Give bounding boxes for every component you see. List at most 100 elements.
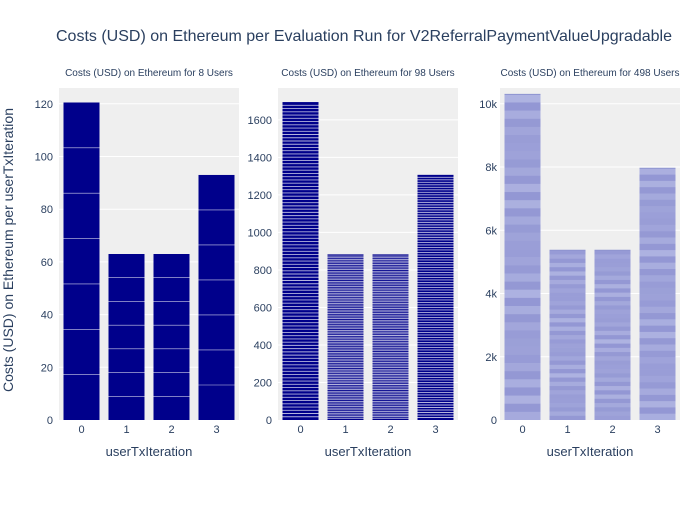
- bar-band: [549, 403, 586, 408]
- y-tick-label: 600: [254, 302, 272, 314]
- bar-band: [594, 339, 631, 344]
- bar-band: [639, 199, 676, 207]
- bar-band: [504, 322, 541, 331]
- bar-band: [504, 379, 541, 388]
- bar-band: [504, 338, 541, 347]
- y-tick-label: 6k: [485, 225, 497, 237]
- bar-band: [549, 330, 586, 336]
- y-tick-label: 10k: [479, 99, 497, 111]
- bar: [504, 93, 541, 421]
- bar-band: [639, 363, 676, 370]
- bar-band: [639, 237, 676, 244]
- bar: [417, 174, 454, 420]
- bar-band: [504, 118, 541, 127]
- bar-band: [504, 183, 541, 193]
- bar-band: [549, 381, 586, 387]
- bar-fill: [198, 174, 235, 420]
- bar-band: [549, 394, 586, 399]
- bar-band: [639, 168, 676, 175]
- bar-fill: [504, 94, 541, 421]
- bar-band: [639, 256, 676, 263]
- bar-band: [594, 398, 631, 404]
- bar-band: [504, 135, 541, 144]
- bar-band: [639, 243, 676, 251]
- y-tick-label: 1200: [248, 190, 272, 202]
- bar-band: [504, 216, 541, 225]
- bar-band: [639, 250, 676, 257]
- bar-band: [639, 218, 676, 225]
- bar-band: [594, 335, 631, 340]
- bar-band: [549, 369, 586, 374]
- bar-band: [549, 254, 586, 259]
- bar-band: [639, 294, 676, 301]
- bar-band: [639, 313, 676, 320]
- y-tick-label: 4k: [485, 289, 497, 301]
- y-tick-label: 200: [254, 377, 272, 389]
- bar-band: [504, 297, 541, 307]
- bar-band: [549, 292, 586, 297]
- bar-band: [504, 94, 541, 103]
- bar-band: [549, 390, 586, 395]
- bar-band: [594, 250, 631, 255]
- bar-band: [639, 193, 676, 200]
- bar: [549, 249, 586, 420]
- bar-band: [639, 187, 676, 194]
- bar-band: [639, 413, 676, 420]
- x-tick-label: 2: [609, 424, 615, 436]
- bar-band: [504, 346, 541, 355]
- bar-band: [639, 262, 676, 269]
- bar-band: [639, 174, 676, 181]
- bar-band: [639, 281, 676, 288]
- bar-band: [639, 287, 676, 295]
- bar-band: [639, 331, 676, 339]
- bar-band: [549, 373, 586, 378]
- bar-band: [549, 339, 586, 344]
- bar-band: [549, 309, 586, 314]
- bar-band: [549, 318, 586, 323]
- bar-band: [639, 344, 676, 351]
- bar-band: [594, 394, 631, 399]
- y-tick-label: 80: [41, 204, 53, 216]
- bar-band: [549, 326, 586, 331]
- bar-band: [594, 309, 631, 314]
- bar-band: [549, 415, 586, 420]
- bar-band: [594, 347, 631, 353]
- bar-band: [504, 411, 541, 420]
- bar-band: [549, 386, 586, 391]
- bar-band: [594, 381, 631, 387]
- y-tick-label: 60: [41, 257, 53, 269]
- x-tick-label: 0: [519, 424, 525, 436]
- y-tick-label: 400: [254, 340, 272, 352]
- bar-band: [594, 352, 631, 357]
- bar-band: [504, 208, 541, 217]
- bar-band: [639, 325, 676, 332]
- bar-band: [504, 273, 541, 282]
- bar-band: [639, 382, 676, 389]
- bar-band: [594, 279, 631, 285]
- subplot-title: Costs (USD) on Ethereum for 498 Users: [501, 68, 680, 79]
- bar-band: [594, 356, 631, 361]
- subplot-panels: Costs (USD) on Ethereum for 8 Users02040…: [35, 68, 680, 459]
- bar-band: [594, 305, 631, 310]
- bar-band: [549, 275, 586, 280]
- x-tick-label: 1: [123, 424, 129, 436]
- x-tick-label: 0: [297, 424, 303, 436]
- bar-band: [594, 258, 631, 263]
- bar-band: [549, 305, 586, 310]
- x-tick-label: 3: [432, 424, 438, 436]
- x-tick-label: 2: [387, 424, 393, 436]
- bar-band: [549, 322, 586, 327]
- bar-band: [504, 224, 541, 233]
- bar-band: [549, 356, 586, 361]
- bar-band: [549, 301, 586, 306]
- bar-band: [549, 284, 586, 289]
- bar-band: [549, 360, 586, 365]
- bar: [108, 254, 145, 420]
- bar-band: [504, 387, 541, 396]
- bar-band: [594, 322, 631, 327]
- bar-band: [594, 288, 631, 293]
- bar-band: [594, 373, 631, 378]
- bar-band: [594, 275, 631, 280]
- subplot-3: Costs (USD) on Ethereum for 498 Users 0 2k…: [479, 68, 680, 459]
- bar-band: [594, 407, 631, 412]
